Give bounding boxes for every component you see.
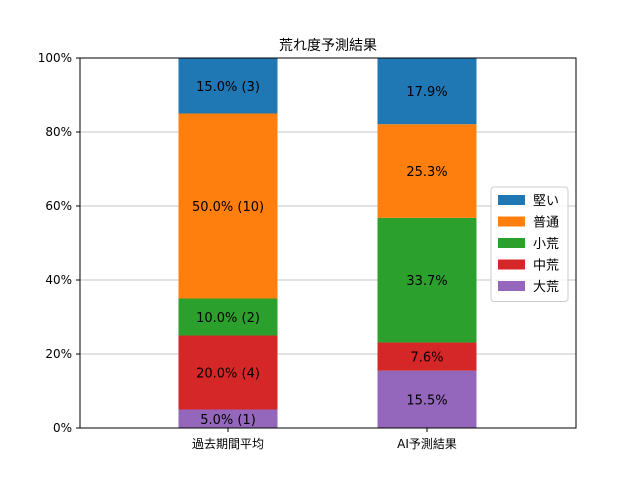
plot-frame xyxy=(79,57,577,429)
bar-segment xyxy=(377,58,477,125)
bar-segment xyxy=(377,342,477,371)
bar-segment xyxy=(178,298,278,336)
y-axis: 0% 20% 40% 60% 80% 100% xyxy=(38,51,80,435)
bar-value-label: 5.0% (1) xyxy=(200,413,256,428)
legend-label: 小荒 xyxy=(533,237,559,252)
data-labels: 5.0% (1) 20.0% (4) 10.0% (2) 50.0% (10) 15.0… xyxy=(192,80,448,428)
bar-value-label: 50.0% (10) xyxy=(192,200,264,215)
bar-segment xyxy=(178,409,278,428)
y-tick-label: 60% xyxy=(45,199,72,213)
legend-label: 中荒 xyxy=(533,259,559,274)
y-tick-label: 20% xyxy=(45,347,72,361)
bar-segment xyxy=(178,58,278,114)
y-tick-label: 40% xyxy=(45,273,72,287)
legend-label: 堅い xyxy=(533,194,559,209)
legend-swatch xyxy=(498,259,525,270)
y-tick-label: 80% xyxy=(45,125,72,139)
bar-value-label: 10.0% (2) xyxy=(196,311,260,326)
bar-segment xyxy=(178,335,278,410)
bar-segment xyxy=(377,370,477,428)
legend-swatch xyxy=(498,238,525,248)
legend-label: 普通 xyxy=(533,216,559,231)
bar-value-label: 15.5% xyxy=(406,393,447,408)
bar-value-label: 25.3% xyxy=(406,165,447,180)
bar-value-label: 15.0% (3) xyxy=(196,80,260,95)
legend-swatch xyxy=(498,195,525,205)
bars xyxy=(178,58,477,428)
bar-value-label: 33.7% xyxy=(406,274,447,289)
bar-segment xyxy=(377,217,477,343)
bar-segment xyxy=(377,124,477,218)
bar-value-label: 17.9% xyxy=(406,85,447,100)
bar-value-label: 20.0% (4) xyxy=(196,367,260,382)
bar-value-label: 7.6% xyxy=(410,351,443,366)
y-tick-label: 100% xyxy=(38,51,72,65)
x-axis: 過去期間平均 AI予測結果 xyxy=(192,428,457,451)
y-tick-label: 0% xyxy=(53,421,72,435)
x-tick-label: AI予測結果 xyxy=(397,437,457,451)
legend-swatch xyxy=(498,281,525,291)
legend-label: 大荒 xyxy=(533,280,559,295)
chart-title: 荒れ度予測結果 xyxy=(279,38,377,54)
legend-swatch xyxy=(498,216,525,227)
legend-box xyxy=(490,186,569,302)
x-tick-label: 過去期間平均 xyxy=(192,437,264,451)
bar-segment xyxy=(178,113,278,299)
